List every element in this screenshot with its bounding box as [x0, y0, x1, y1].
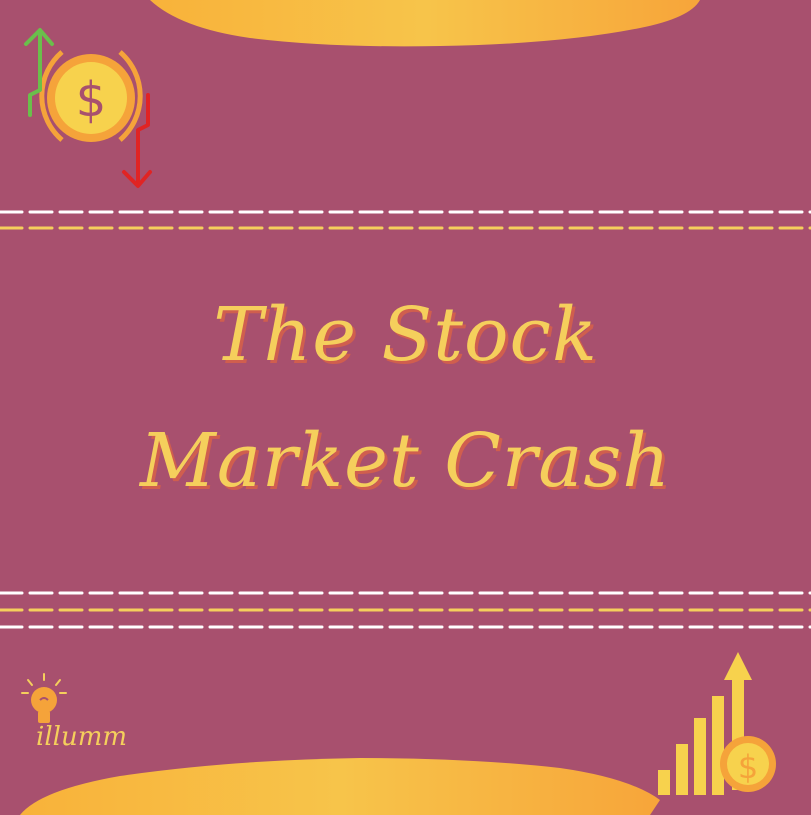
bottom-brush-stroke [20, 758, 660, 815]
brand-logo: illumm [36, 722, 127, 752]
top-brush-stroke [150, 0, 700, 47]
svg-text:$: $ [738, 748, 758, 786]
svg-text:$: $ [76, 72, 107, 128]
title-line-1: The Stock [213, 292, 598, 378]
title-line-2: Market Crash [140, 418, 671, 504]
